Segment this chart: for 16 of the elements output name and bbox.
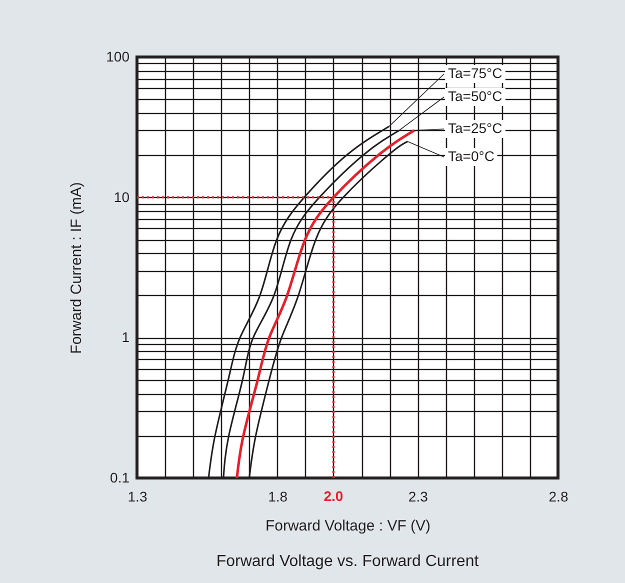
x-axis-title: Forward Voltage : VF (V) <box>265 518 431 534</box>
ref-line-label: 2.0 <box>324 488 344 504</box>
x-tick-label: 1.8 <box>268 488 288 504</box>
x-tick-label: 2.3 <box>408 488 428 504</box>
x-tick-label: 1.3 <box>128 488 148 504</box>
y-axis-title: Forward Current : IF (mA) <box>68 182 86 354</box>
annotation: Ta=0°C <box>448 148 494 164</box>
x-tick-label: 2.8 <box>548 488 568 504</box>
annotation: Ta=25°C <box>448 120 502 136</box>
annotation: Ta=75°C <box>448 65 502 81</box>
annotation: Ta=50°C <box>448 88 502 104</box>
y-tick-label: 10 <box>114 188 130 205</box>
y-tick-label: 100 <box>106 48 130 64</box>
y-tick-label: 1 <box>122 329 130 346</box>
y-tick-label: 0.1 <box>110 470 130 486</box>
text: Forward Voltage vs. Forward Current <box>216 553 480 570</box>
